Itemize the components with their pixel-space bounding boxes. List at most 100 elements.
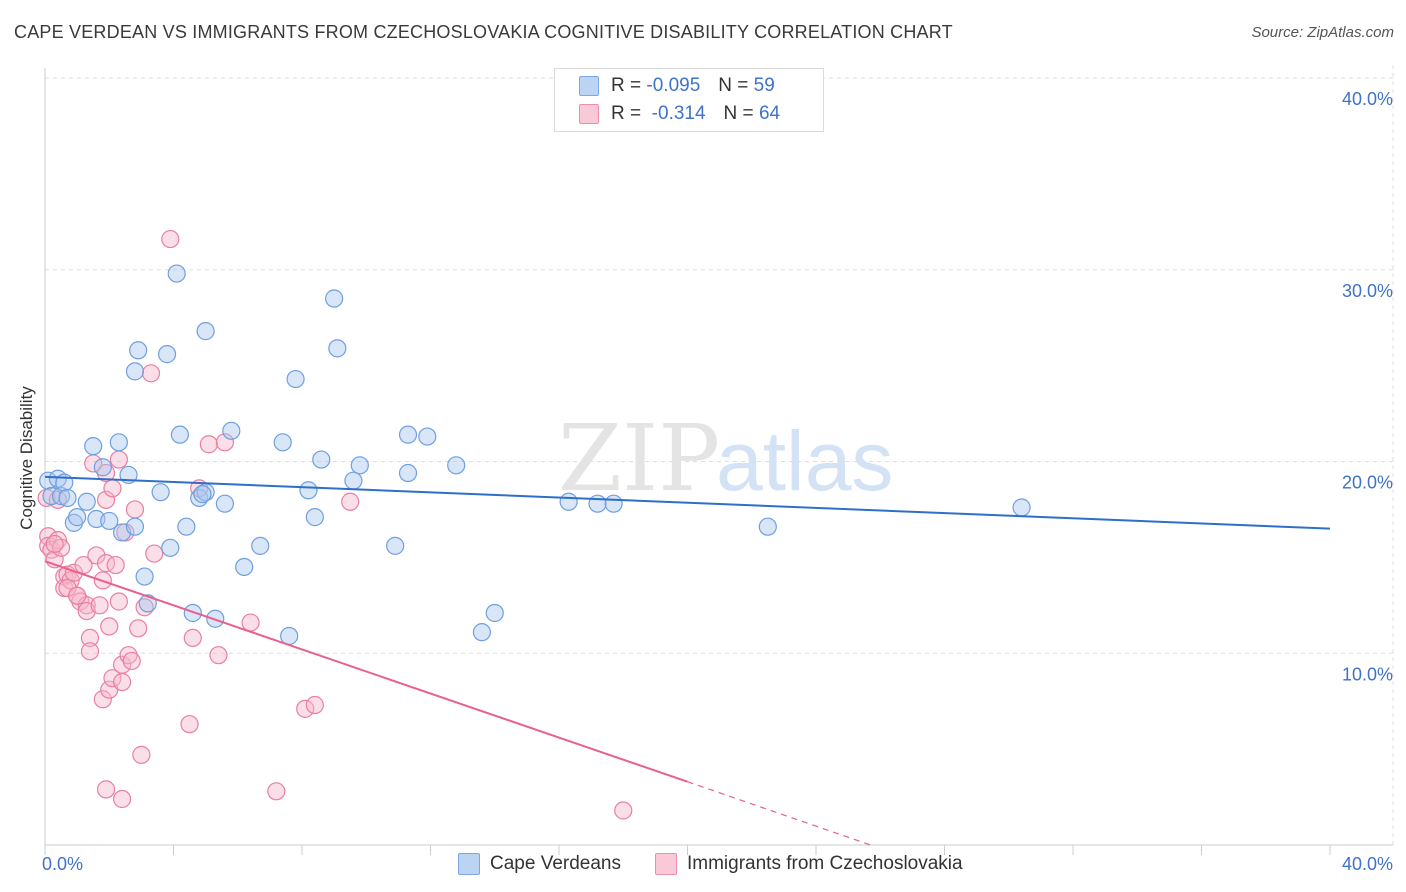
legend-item-cape-verdeans: Cape Verdeans [458,853,621,875]
czechoslovakia-point-49 [267,782,286,801]
cape-verdean-point-27 [222,421,241,440]
chart-title: CAPE VERDEAN VS IMMIGRANTS FROM CZECHOSL… [14,22,953,42]
cape-verdean-point-42 [398,463,418,483]
czechoslovakia-point-43 [183,628,202,648]
cape-verdean-point-17 [138,594,157,613]
cape-verdean-point-13 [109,433,128,452]
stats-legend: R = -0.095 N = 59 R = -0.314 N = 64 [554,68,824,132]
czechoslovakia-point-46 [209,646,228,665]
czechoslovakia-point-39 [145,544,164,563]
series-points-blue [39,264,1031,646]
cape-verdean-point-33 [299,481,318,500]
cape-verdean-point-19 [161,538,180,557]
y-tick-label-3: 40.0% [1342,89,1393,109]
czechoslovakia-point-45 [199,435,218,454]
cape-verdean-point-51 [1012,498,1031,517]
czechoslovakia-point-31 [112,672,132,692]
czechoslovakia-point-42 [180,715,199,734]
czechoslovakia-point-56 [45,534,64,554]
cape-verdean-point-46 [485,603,504,623]
cape-verdean-point-50 [758,517,777,536]
r-label-pink: R = [611,103,642,124]
x-tick-label-min: 0.0% [42,854,83,874]
cape-verdean-point-28 [235,557,254,577]
n-value-pink: 64 [758,103,781,124]
czechoslovakia-point-35 [125,500,145,519]
czechoslovakia-point-19 [87,546,106,565]
czechoslovakia-point-20 [90,596,109,615]
czechoslovakia-point-36 [129,619,148,638]
legend-label-cape-verdeans: Cape Verdeans [490,853,621,874]
trend-line-czechoslovakia-extension [687,781,871,846]
trend-lines [44,475,1331,846]
n-label-blue: N = [718,75,749,96]
czechoslovakia-point-52 [341,492,360,511]
czechoslovakia-point-27 [103,669,122,688]
cape-verdean-point-53 [129,341,148,360]
cape-verdean-point-20 [170,425,190,444]
cape-verdean-point-26 [215,494,234,513]
czechoslovakia-point-40 [161,229,180,249]
czechoslovakia-point-24 [96,490,116,509]
cape-verdean-point-49 [604,494,623,513]
cape-verdean-point-41 [398,425,418,444]
trend-line-cape-verdeans [44,475,1331,530]
cape-verdean-point-21 [177,517,196,536]
cape-verdean-point-40 [386,536,405,555]
czechoslovakia-point-48 [241,613,260,632]
stats-legend-row-blue: R = -0.095 N = 59 [579,74,775,98]
cape-verdean-point-15 [125,517,145,536]
n-label-pink: N = [723,103,754,124]
cape-verdean-point-45 [472,623,491,642]
czechoslovakia-point-28 [106,555,125,575]
cape-verdean-point-48 [588,494,607,513]
czechoslovakia-point-60 [96,780,116,799]
czechoslovakia-point-22 [93,690,112,709]
source-label: Source: ZipAtlas.com [1251,24,1394,41]
cape-verdean-point-9 [84,437,103,456]
legend-item-czechoslovakia: Immigrants from Czechoslovakia [655,853,963,875]
cape-verdean-point-5 [58,488,77,508]
cape-verdean-point-3 [51,486,71,506]
cape-verdean-point-30 [273,433,292,452]
czechoslovakia-point-11 [64,563,84,582]
czechoslovakia-point-58 [68,586,87,605]
cape-verdean-point-34 [305,508,324,527]
y-tick-label-2: 30.0% [1342,281,1393,301]
cape-verdean-point-11 [93,458,112,477]
czechoslovakia-point-61 [112,789,132,809]
y-tick-label-0: 10.0% [1342,664,1393,684]
trend-line-czechoslovakia [44,560,688,783]
cape-verdean-point-37 [328,339,347,358]
x-tick-label-max: 40.0% [1342,854,1393,874]
watermark-zip: ZIP [558,405,720,512]
czechoslovakia-point-34 [122,651,141,671]
cape-verdean-point-36 [325,289,344,308]
cape-verdean-point-12 [100,511,119,531]
cape-verdean-point-39 [350,456,369,475]
watermark: ZIP atlas [558,405,893,512]
czechoslovakia-point-54 [96,463,116,483]
axes [44,68,1393,855]
y-tick-labels: 10.0% 20.0% 30.0% 40.0% [1342,89,1393,684]
czechoslovakia-point-62 [614,801,633,820]
czechoslovakia-point-47 [215,433,234,452]
czechoslovakia-point-41 [141,364,161,383]
cape-verdean-point-38 [344,471,363,490]
legend-swatch-czechoslovakia [655,853,677,875]
czechoslovakia-point-51 [305,695,324,715]
legend-label-czechoslovakia: Immigrants from Czechoslovakia [687,853,963,874]
stats-legend-row-pink: R = -0.314 N = 64 [579,102,780,126]
cape-verdean-point-8 [77,492,96,511]
cape-verdean-point-54 [157,345,177,364]
czechoslovakia-point-15 [77,596,96,615]
cape-verdean-point-7 [68,508,87,527]
czechoslovakia-point-18 [80,642,100,661]
cape-verdean-point-47 [559,492,578,511]
czechoslovakia-point-59 [103,479,122,498]
watermark-atlas: atlas [716,414,893,508]
gridlines [45,65,1394,845]
cape-verdean-point-58 [193,484,212,504]
r-value-blue: -0.095 [646,75,701,96]
